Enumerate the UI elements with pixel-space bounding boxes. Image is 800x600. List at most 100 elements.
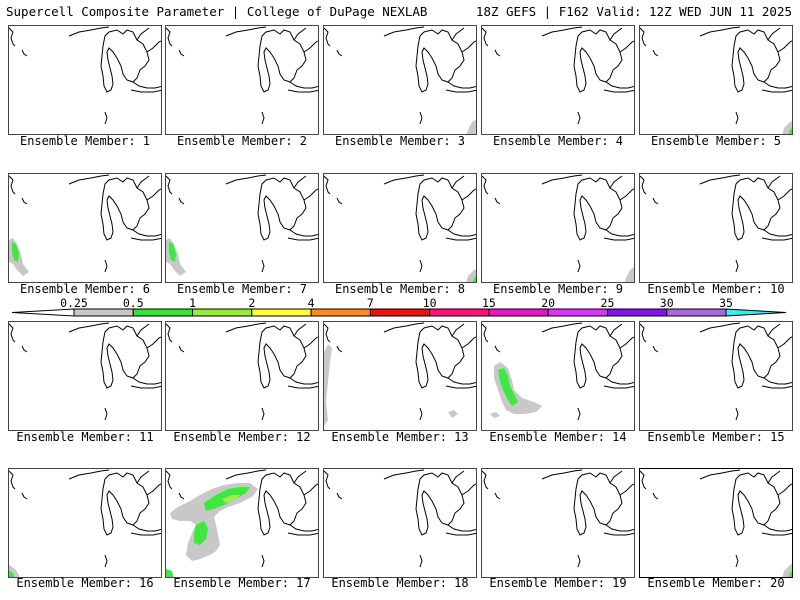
map-svg xyxy=(640,26,792,134)
coastline xyxy=(451,175,476,201)
member-caption: Ensemble Member: 17 xyxy=(173,576,311,590)
scp-shaded-area xyxy=(788,571,792,577)
coastline xyxy=(445,89,476,93)
map-svg xyxy=(166,322,318,421)
coastline xyxy=(130,237,161,241)
coastline xyxy=(541,174,583,185)
coastline xyxy=(419,554,423,568)
coastline xyxy=(640,470,647,490)
coastline xyxy=(68,469,110,480)
coastline xyxy=(541,469,583,480)
coastline xyxy=(419,259,423,273)
map-svg xyxy=(324,322,476,426)
coastline xyxy=(136,175,161,201)
member-caption: Ensemble Member: 8 xyxy=(334,282,466,296)
coastline xyxy=(577,554,581,568)
colorbar-segment xyxy=(547,308,608,317)
map-title: Supercell Composite Parameter | College … xyxy=(6,4,428,19)
scp-shaded-area xyxy=(9,571,15,577)
coastline xyxy=(136,470,161,496)
coastline xyxy=(9,470,16,490)
coastline xyxy=(767,470,792,496)
colorbar-segment xyxy=(488,308,549,317)
ensemble-map-panel xyxy=(323,321,477,431)
ensemble-map-panel xyxy=(481,25,635,135)
coastline xyxy=(494,492,501,500)
coastline xyxy=(652,492,659,500)
scp-shaded-area xyxy=(12,242,19,262)
coastline xyxy=(573,325,623,389)
member-caption: Ensemble Member: 20 xyxy=(647,576,785,590)
coastline xyxy=(336,197,343,205)
scp-shaded-area xyxy=(498,368,518,406)
coastline xyxy=(166,470,173,490)
map-svg xyxy=(324,469,476,568)
map-svg xyxy=(482,26,634,125)
coastline xyxy=(9,27,16,47)
map-svg xyxy=(640,174,792,273)
member-caption: Ensemble Member: 13 xyxy=(331,430,469,444)
scp-shaded-area xyxy=(448,410,458,418)
colorbar-segment xyxy=(310,308,371,317)
coastline xyxy=(451,323,476,349)
coastline xyxy=(324,470,331,490)
coastline xyxy=(287,532,318,536)
scp-colorbar: 0.25 0.5 1 2 4 7 10 15 20 25 30 35 xyxy=(0,296,800,324)
coastline xyxy=(383,174,425,185)
coastline xyxy=(225,174,267,185)
colorbar-tick-label: 30 xyxy=(660,296,674,310)
ensemble-map-panel xyxy=(8,321,162,431)
colorbar-tick-label: 1 xyxy=(189,296,196,310)
coastline xyxy=(287,89,318,93)
coastline xyxy=(225,469,267,480)
map-svg xyxy=(482,174,634,282)
member-caption: Ensemble Member: 4 xyxy=(492,134,624,148)
coastline xyxy=(287,385,318,389)
ensemble-map-panel xyxy=(481,468,635,578)
coastline xyxy=(447,229,476,237)
coastline xyxy=(761,532,792,536)
coastline xyxy=(225,26,267,37)
coastline xyxy=(541,26,583,37)
member-caption: Ensemble Member: 12 xyxy=(173,430,311,444)
member-caption: Ensemble Member: 2 xyxy=(176,134,308,148)
coastline xyxy=(132,377,161,385)
ensemble-map-panel xyxy=(323,25,477,135)
coastline xyxy=(577,259,581,273)
coastline xyxy=(577,407,581,421)
member-caption: Ensemble Member: 9 xyxy=(492,282,624,296)
coastline xyxy=(415,177,465,241)
colorbar-tick-label: 4 xyxy=(308,296,315,310)
coastline xyxy=(699,174,741,185)
ensemble-map-panel xyxy=(323,173,477,283)
ensemble-map-panel xyxy=(639,321,793,431)
coastline xyxy=(731,177,781,241)
coastline xyxy=(68,174,110,185)
coastline xyxy=(261,407,265,421)
coastline xyxy=(573,177,623,241)
map-svg xyxy=(640,469,792,577)
colorbar-tick-label: 10 xyxy=(423,296,437,310)
colorbar-tick-label: 0.25 xyxy=(60,296,88,310)
coastline xyxy=(178,49,185,57)
coastline xyxy=(130,89,161,93)
map-svg xyxy=(9,469,161,577)
coastline xyxy=(652,197,659,205)
coastline xyxy=(603,532,634,536)
coastline xyxy=(178,197,185,205)
coastline xyxy=(68,26,110,37)
colorbar-tick-label: 2 xyxy=(248,296,255,310)
coastline xyxy=(652,345,659,353)
colorbar-segment xyxy=(132,308,194,317)
coastline xyxy=(9,175,16,195)
coastline xyxy=(735,407,739,421)
map-svg xyxy=(324,174,476,282)
coastline xyxy=(447,524,476,532)
coastline xyxy=(609,470,634,496)
coastline xyxy=(68,322,110,333)
coastline xyxy=(324,323,331,343)
coastline xyxy=(494,345,501,353)
coastline xyxy=(419,111,423,125)
map-svg xyxy=(166,26,318,125)
coastline xyxy=(261,259,265,273)
